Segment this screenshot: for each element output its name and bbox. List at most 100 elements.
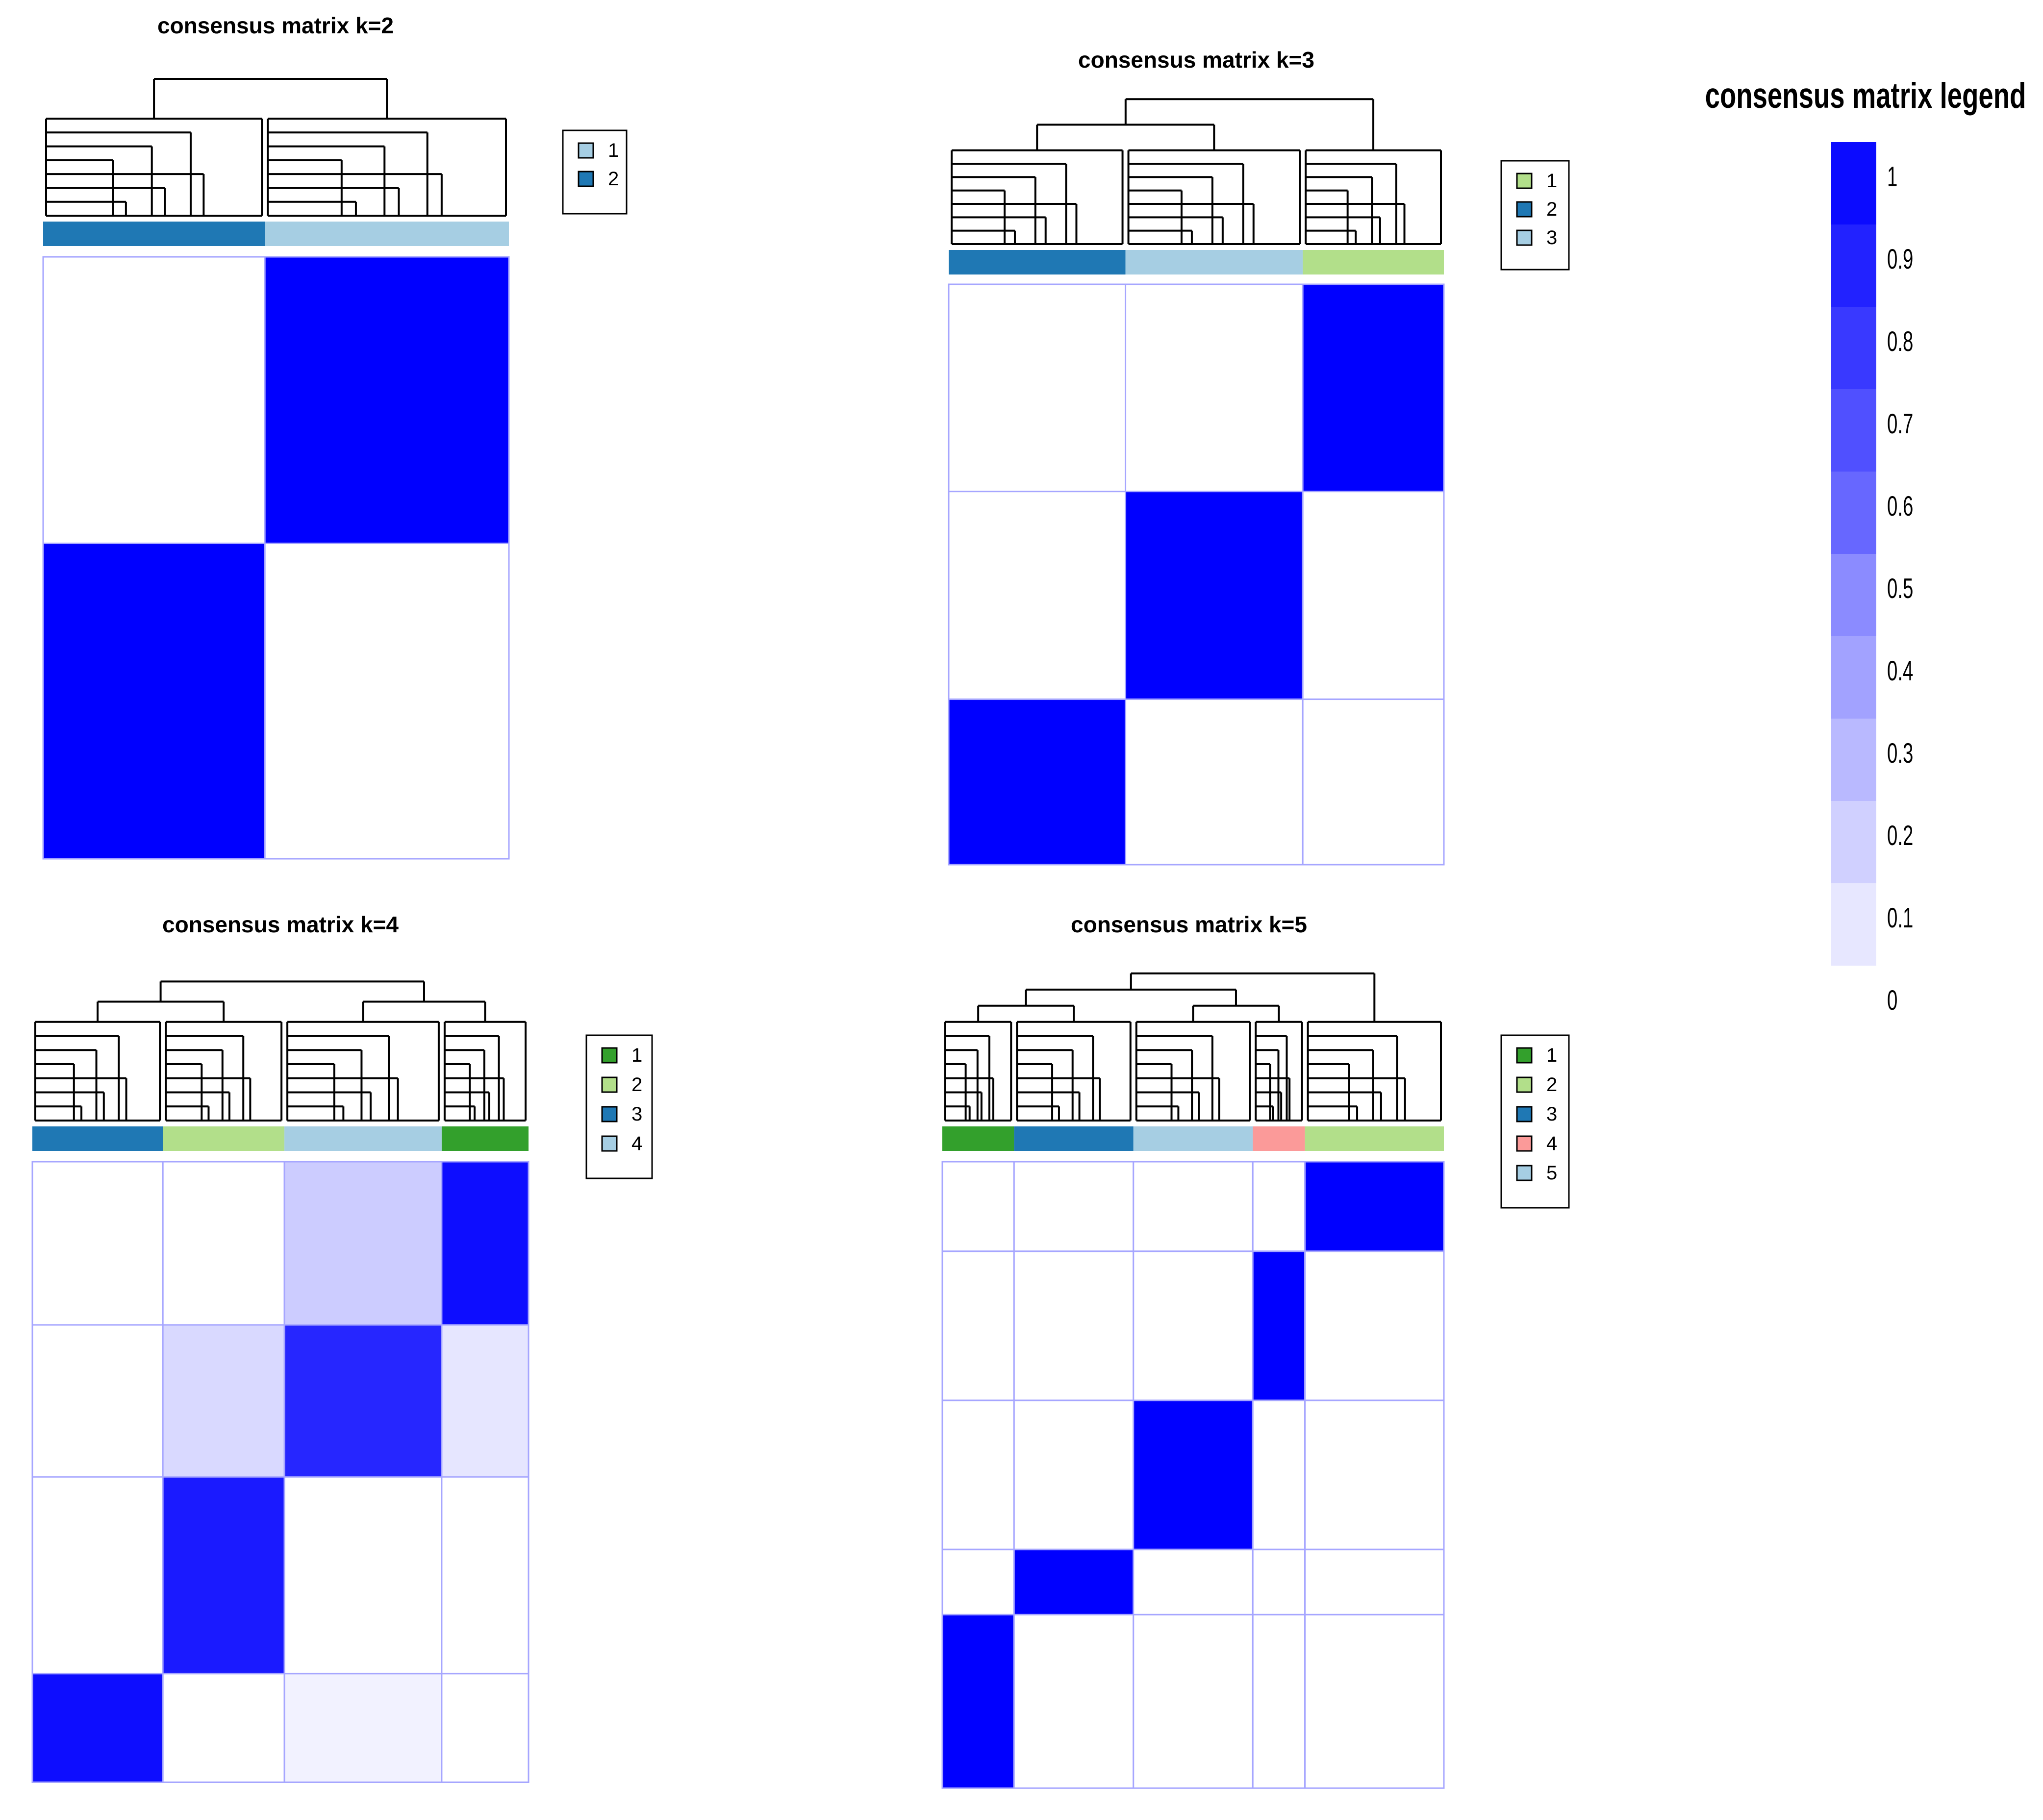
legend-swatch [1516,1076,1533,1093]
legend-label: 3 [1546,1103,1557,1125]
heatmap-cell [1013,1161,1135,1252]
heatmap-cell [948,491,1127,700]
heatmap-cell [1013,1548,1135,1616]
color-scale-bin [1831,636,1876,719]
legend-label: 1 [608,140,619,161]
color-scale-label: 0 [1887,985,1897,1016]
heatmap-cell [264,256,510,545]
legend-swatch [1516,229,1533,246]
color-scale-label: 0.8 [1887,326,1913,357]
heatmap-cell [31,1324,164,1478]
heatmap-cell [283,1672,443,1783]
legend-box [1500,160,1570,271]
heatmap-cell [441,1161,530,1326]
legend-box [585,1034,653,1179]
heatmap-cell [1252,1250,1306,1401]
heatmap-cell [441,1324,530,1478]
heatmap-cell [941,1548,1015,1616]
legend-label: 1 [631,1045,642,1066]
color-scale-bin [1831,719,1876,801]
heatmap-cell [941,1250,1015,1401]
heatmap-cell [42,256,266,545]
heatmap-cell [1302,491,1445,700]
cluster-legend: 1 2 3 4 5 [1500,1034,1570,1209]
cluster-bar-segment [1014,1126,1134,1151]
color-scale-label: 0.6 [1887,491,1913,522]
cluster-bar-segment [1305,1126,1444,1151]
cluster-bar-segment [284,1126,442,1151]
panel-k2: consensus matrix k=2 12 [42,13,628,860]
cluster-bar-segment [265,222,509,246]
heatmap-cell [1133,1548,1254,1616]
heatmap-cell [31,1672,164,1783]
heatmap-cell [441,1476,530,1674]
color-scale-bin [1831,801,1876,883]
legend-swatch [1516,1165,1533,1181]
heatmap-cell [162,1476,285,1674]
cluster-bar-segment [949,250,1126,274]
heatmap-cell [948,283,1127,493]
heatmap-cell [283,1324,443,1478]
heatmap-cell [1302,698,1445,866]
legend-swatch [1516,1106,1533,1122]
color-scale-bin [1831,224,1876,307]
heatmap-cell [1133,1250,1254,1401]
cluster-legend: 12 [562,129,628,215]
cluster-color-bar [43,222,509,246]
cluster-bar-segment [1303,250,1444,274]
heatmap-cell [1252,1399,1306,1550]
panel-k3: consensus matrix k=3 1 2 3 [948,47,1570,866]
panel-title: consensus matrix k=5 [1071,912,1307,937]
color-scale-label: 0.5 [1887,573,1913,604]
color-scale-bin [1831,554,1876,636]
panel-title: consensus matrix k=4 [162,912,399,937]
legend-swatch [1516,173,1533,189]
heatmap-cell [1304,1548,1445,1616]
heatmap-cell [1013,1399,1135,1550]
legend-swatch [601,1076,618,1093]
legend-label: 4 [1546,1133,1557,1154]
heatmap-cell [283,1476,443,1674]
cluster-bar-segment [1253,1126,1305,1151]
color-scale-label: 0.2 [1887,820,1913,851]
consensus-heatmap [42,256,510,860]
legend-label: 2 [1546,1074,1557,1096]
heatmap-cell [1125,491,1304,700]
cluster-bar-segment [441,1126,529,1151]
legend-label: 5 [1546,1162,1557,1184]
heatmap-cell [941,1399,1015,1550]
color-scale-bin [1831,389,1876,472]
heatmap-cell [1013,1250,1135,1401]
heatmap-cell [1304,1161,1445,1252]
color-scale-label: 0.7 [1887,408,1913,440]
panel-title: consensus matrix k=3 [1078,47,1314,73]
color-scale-label: 0.1 [1887,902,1913,934]
legend-swatch [1516,1135,1533,1152]
legend-swatch [1516,201,1533,218]
consensus-color-legend: consensus matrix legend 1 0.9 0.8 0.7 0.6 0.5… [1705,75,2026,1016]
consensus-heatmap [948,283,1445,866]
color-scale-label: 0.3 [1887,738,1913,769]
color-scale-label: 0.9 [1887,244,1913,275]
consensus-heatmap [941,1161,1445,1789]
legend-swatch [601,1135,618,1152]
heatmap-cell [31,1161,164,1326]
legend-swatch [578,171,594,187]
color-scale-bin [1831,142,1876,224]
cluster-legend: 1 2 3 [1500,160,1570,271]
heatmap-cell [162,1161,285,1326]
heatmap-cell [1252,1614,1306,1789]
color-scale-bin [1831,307,1876,389]
legend-label: 2 [631,1074,642,1096]
heatmap-cell [1013,1614,1135,1789]
dendrogram [34,980,527,1122]
panel-k5: consensus matrix k=5 1 2 3 4 5 [941,912,1570,1789]
heatmap-cell [1304,1614,1445,1789]
legend-box [562,129,628,215]
legend-label: 2 [1546,199,1557,220]
heatmap-cell [1302,283,1445,493]
heatmap-cell [1133,1614,1254,1789]
legend-swatch [1516,1047,1533,1064]
heatmap-cell [1133,1161,1254,1252]
heatmap-cell [1133,1399,1254,1550]
